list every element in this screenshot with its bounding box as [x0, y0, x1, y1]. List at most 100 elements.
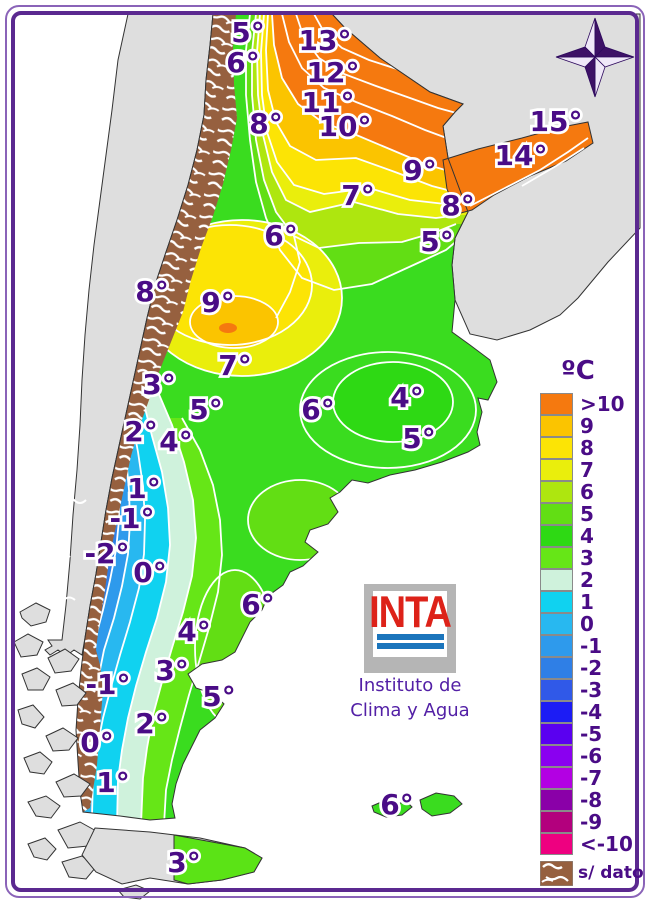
legend-value: 7	[580, 458, 594, 482]
temp-label: 3°	[142, 368, 175, 401]
legend-value: -6	[580, 744, 603, 768]
legend-value: -7	[580, 766, 603, 790]
legend-swatch	[540, 700, 573, 723]
legend-item: 8	[540, 436, 650, 460]
legend-value: -4	[580, 700, 603, 724]
inta-logo: INTA	[364, 584, 456, 673]
legend-item: 9	[540, 414, 650, 438]
chilean-archipelago	[13, 602, 151, 900]
legend-value: -5	[580, 722, 603, 746]
legend-item: 6	[540, 480, 650, 504]
legend-item: >10	[540, 392, 650, 416]
legend-item: 0	[540, 612, 650, 636]
temp-label: 4°	[390, 381, 423, 414]
legend-swatch	[540, 414, 573, 437]
legend-swatch	[540, 766, 573, 789]
temp-label: 0°	[80, 726, 113, 759]
legend-value: 6	[580, 480, 594, 504]
temp-label: 5°	[189, 393, 222, 426]
legend-value: -2	[580, 656, 603, 680]
falkland-islands	[371, 792, 463, 818]
temp-label: 9°	[403, 154, 436, 187]
misiones-region	[442, 121, 594, 215]
legend-value: -3	[580, 678, 603, 702]
frame-outer	[5, 5, 645, 898]
legend-item: 7	[540, 458, 650, 482]
legend-value: <-10	[580, 832, 633, 856]
temp-label: 3°	[155, 654, 188, 687]
temp-label: 5°	[202, 680, 235, 713]
no-data-swatch	[540, 861, 573, 886]
legend-swatch	[540, 436, 573, 459]
legend-item: -7	[540, 766, 650, 790]
temp-label: 7°	[341, 179, 374, 212]
legend-swatch	[540, 392, 573, 415]
legend-item: -1	[540, 634, 650, 658]
legend-item: 3	[540, 546, 650, 569]
legend-value: 9	[580, 414, 594, 438]
legend-swatch	[540, 722, 573, 745]
temp-label: 6°	[380, 788, 413, 821]
temp-label: 15°	[530, 105, 583, 138]
legend-item: -8	[540, 788, 650, 812]
legend-item: 4	[540, 524, 650, 548]
tierra-del-fuego	[81, 827, 263, 885]
temp-label: 6°	[226, 46, 259, 79]
temp-label: 1°	[127, 472, 160, 505]
legend-no-data: s/ dato	[540, 861, 644, 886]
inta-logo-bar	[376, 634, 444, 641]
legend-title: ºC	[561, 356, 595, 386]
temp-label: 6°	[241, 588, 274, 621]
temp-label: 5°	[231, 16, 264, 49]
temperature-legend: >10 9 8 7 6 5 4 3 2 1 0 -1 -2 -3 -4 -5 -6 -7 -8 -9 <-10	[540, 392, 650, 856]
temp-label: 8°	[135, 275, 168, 308]
andes-no-data-strip	[76, 14, 237, 812]
legend-swatch	[540, 832, 573, 855]
legend-value: 8	[580, 436, 594, 460]
legend-value: >10	[580, 392, 625, 416]
no-data-label: s/ dato	[578, 863, 644, 883]
temp-label: -1°	[109, 502, 154, 535]
legend-item: 2	[540, 568, 650, 591]
legend-item: -5	[540, 722, 650, 746]
temp-label: 4°	[159, 425, 192, 458]
legend-swatch	[540, 590, 573, 613]
legend-swatch	[540, 546, 573, 569]
misiones-contours	[469, 137, 589, 207]
temp-label: 5°	[420, 225, 453, 258]
legend-swatch	[540, 744, 573, 767]
legend-item: -9	[540, 810, 650, 834]
legend-value: -8	[580, 788, 603, 812]
temp-label: 1°	[96, 766, 129, 799]
legend-value: 0	[580, 612, 594, 636]
argentina-outline	[75, 13, 498, 821]
temp-label: 12°	[307, 56, 360, 89]
legend-item: -4	[540, 700, 650, 724]
frame-inner	[11, 11, 639, 892]
temp-label: 11°	[302, 86, 355, 119]
legend-value: 1	[580, 590, 594, 614]
chile-fjord-texture	[57, 496, 87, 601]
legend-value: -1	[580, 634, 603, 658]
legend-value: -9	[580, 810, 603, 834]
temp-label: 2°	[135, 707, 168, 740]
temp-label: 6°	[264, 219, 297, 252]
legend-item: <-10	[540, 832, 650, 856]
inta-logo-bar	[376, 643, 444, 650]
legend-swatch	[540, 656, 573, 679]
legend-swatch	[540, 810, 573, 833]
legend-item: 5	[540, 502, 650, 525]
legend-item: -3	[540, 678, 650, 702]
inta-logo-word: INTA	[369, 588, 452, 638]
legend-swatch	[540, 788, 573, 811]
temp-label: 14°	[495, 139, 548, 172]
temp-label: -1°	[85, 668, 130, 701]
temp-label: 8°	[441, 189, 474, 222]
legend-swatch	[540, 502, 573, 525]
temp-label: -2°	[84, 537, 129, 570]
legend-value: 4	[580, 524, 594, 548]
temp-label: 5°	[402, 422, 435, 455]
legend-swatch	[540, 678, 573, 701]
legend-swatch	[540, 634, 573, 657]
